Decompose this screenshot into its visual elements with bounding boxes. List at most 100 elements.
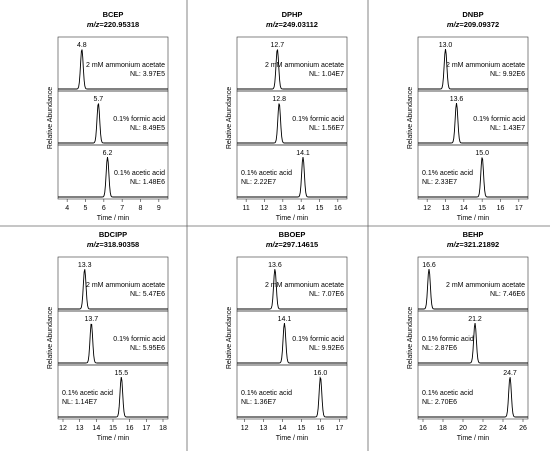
x-tick-label: 13 bbox=[76, 425, 84, 432]
x-axis-label: Time / min bbox=[276, 435, 309, 442]
nl-label: NL: 2.22E7 bbox=[241, 179, 276, 186]
nl-label: NL: 1.36E7 bbox=[241, 399, 276, 406]
condition-label: 2 mM ammonium acetate bbox=[446, 62, 525, 69]
y-axis-label: Relative Abundance bbox=[226, 307, 233, 369]
peak-rt-label: 4.8 bbox=[77, 42, 87, 49]
condition-label: 0.1% formic acid bbox=[113, 116, 165, 123]
peak-line bbox=[237, 269, 347, 310]
peak-line bbox=[237, 103, 347, 144]
y-axis-label: Relative Abundance bbox=[407, 87, 414, 149]
nl-label: NL: 1.43E7 bbox=[490, 125, 525, 132]
chromatogram-trace: 16.0 0.1% acetic acid NL: 1.36E7 bbox=[236, 364, 348, 420]
peak-rt-label: 5.7 bbox=[93, 96, 103, 103]
x-tick-label: 13 bbox=[442, 205, 450, 212]
x-axis-label: Time / min bbox=[97, 435, 130, 442]
x-tick-label: 9 bbox=[157, 205, 161, 212]
condition-label: 2 mM ammonium acetate bbox=[265, 62, 344, 69]
x-tick-label: 17 bbox=[336, 425, 344, 432]
peak-line bbox=[418, 268, 528, 310]
peak-line bbox=[237, 376, 347, 418]
x-axis-label: Time / min bbox=[97, 215, 130, 222]
x-tick-label: 14 bbox=[92, 425, 100, 432]
peak-rt-label: 13.7 bbox=[85, 316, 99, 323]
x-tick-label: 5 bbox=[84, 205, 88, 212]
x-tick-label: 12 bbox=[241, 425, 249, 432]
nl-label: NL: 9.92E6 bbox=[490, 71, 525, 78]
chromatogram-trace: 14.1 0.1% acetic acid NL: 2.22E7 bbox=[236, 144, 348, 200]
mz-label: m/z=321.21892 bbox=[447, 240, 499, 249]
x-tick-label: 13 bbox=[260, 425, 268, 432]
peak-line bbox=[58, 103, 168, 144]
mz-label: m/z=249.03112 bbox=[266, 20, 318, 29]
x-tick-label: 17 bbox=[142, 425, 150, 432]
mz-label: m/z=209.09372 bbox=[447, 20, 499, 29]
chromatogram-trace: 13.3 2 mM ammonium acetate NL: 5.47E6 bbox=[57, 256, 169, 312]
mz-label: m/z=297.14615 bbox=[266, 240, 318, 249]
peak-rt-label: 15.5 bbox=[115, 370, 129, 377]
peak-rt-label: 14.1 bbox=[278, 316, 292, 323]
condition-label: 2 mM ammonium acetate bbox=[446, 282, 525, 289]
trace-frame bbox=[417, 364, 529, 420]
mz-label: m/z=318.90358 bbox=[87, 240, 139, 249]
nl-label: NL: 5.95E6 bbox=[130, 345, 165, 352]
trace-frame bbox=[236, 144, 348, 200]
nl-label: NL: 1.04E7 bbox=[309, 71, 344, 78]
mz-label: m/z=220.95318 bbox=[87, 20, 139, 29]
compound-title: BCEP bbox=[103, 10, 124, 19]
y-axis-label: Relative Abundance bbox=[226, 87, 233, 149]
y-axis-label: Relative Abundance bbox=[47, 87, 54, 149]
peak-rt-label: 13.0 bbox=[439, 42, 453, 49]
peak-rt-label: 12.7 bbox=[271, 42, 285, 49]
y-axis-label: Relative Abundance bbox=[47, 307, 54, 369]
peak-line bbox=[418, 102, 528, 144]
x-tick-label: 14 bbox=[297, 205, 305, 212]
peak-line bbox=[58, 323, 168, 364]
peak-line bbox=[418, 377, 528, 418]
condition-label: 0.1% formic acid bbox=[473, 116, 525, 123]
peak-rt-label: 16.0 bbox=[314, 370, 328, 377]
chromatogram-trace: 6.2 0.1% acetic acid NL: 1.48E6 bbox=[57, 144, 169, 200]
condition-label: 2 mM ammonium acetate bbox=[86, 62, 165, 69]
x-tick-label: 15 bbox=[109, 425, 117, 432]
x-tick-label: 12 bbox=[423, 205, 431, 212]
trace-frame bbox=[236, 364, 348, 420]
trace-frame bbox=[417, 144, 529, 200]
chromatogram-trace: 15.5 0.1% acetic acid NL: 1.14E7 bbox=[57, 364, 169, 420]
peak-line bbox=[237, 322, 347, 364]
nl-label: NL: 5.47E6 bbox=[130, 291, 165, 298]
x-axis-label: Time / min bbox=[457, 215, 490, 222]
peak-rt-label: 14.1 bbox=[296, 150, 310, 157]
peak-rt-label: 21.2 bbox=[468, 316, 482, 323]
peak-rt-label: 13.6 bbox=[450, 96, 464, 103]
x-tick-label: 16 bbox=[317, 425, 325, 432]
x-tick-label: 22 bbox=[479, 425, 487, 432]
x-tick-label: 17 bbox=[515, 205, 523, 212]
nl-label: NL: 7.46E6 bbox=[490, 291, 525, 298]
x-tick-label: 18 bbox=[159, 425, 167, 432]
x-tick-label: 15 bbox=[478, 205, 486, 212]
condition-label: 0.1% formic acid bbox=[422, 336, 474, 343]
condition-label: 0.1% formic acid bbox=[113, 336, 165, 343]
peak-line bbox=[58, 377, 168, 418]
condition-label: 0.1% acetic acid bbox=[241, 170, 292, 177]
condition-label: 2 mM ammonium acetate bbox=[265, 282, 344, 289]
x-tick-label: 12 bbox=[59, 425, 67, 432]
peak-rt-label: 24.7 bbox=[503, 370, 517, 377]
nl-label: NL: 1.14E7 bbox=[62, 399, 97, 406]
x-tick-label: 15 bbox=[298, 425, 306, 432]
peak-line bbox=[418, 322, 528, 364]
peak-line bbox=[418, 157, 528, 198]
condition-label: 0.1% acetic acid bbox=[114, 170, 165, 177]
x-tick-label: 15 bbox=[316, 205, 324, 212]
nl-label: NL: 2.87E6 bbox=[422, 345, 457, 352]
nl-label: NL: 8.49E5 bbox=[130, 125, 165, 132]
x-tick-label: 20 bbox=[459, 425, 467, 432]
x-tick-label: 8 bbox=[139, 205, 143, 212]
peak-line bbox=[418, 48, 528, 90]
